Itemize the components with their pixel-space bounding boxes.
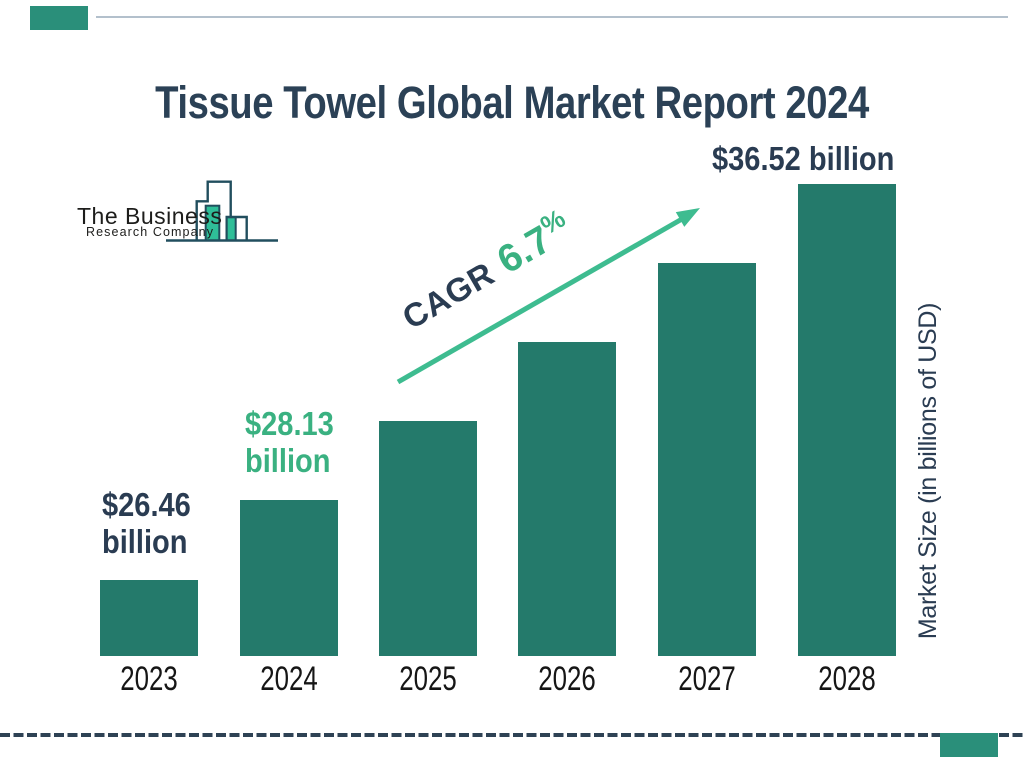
value-label-2028: $36.52 billion — [712, 140, 895, 177]
bar-2028 — [798, 184, 896, 656]
value-label-2024-amount: $28.13 — [245, 405, 334, 442]
cagr-annotation: CAGR6.7% — [392, 203, 579, 339]
bottom-dashed-rule — [0, 733, 1024, 737]
bar-2026 — [518, 342, 616, 656]
x-tick-label-2028: 2028 — [818, 660, 876, 698]
page-title: Tissue Towel Global Market Report 2024 — [155, 77, 869, 129]
bottom-right-accent-rect — [940, 733, 998, 757]
value-label-2024-unit: billion — [245, 442, 331, 479]
x-tick-label-2024: 2024 — [260, 660, 318, 698]
x-tick-label-2025: 2025 — [399, 660, 457, 698]
cagr-prefix-text: CAGR — [396, 254, 501, 337]
logo-bar-chart-icon — [166, 180, 278, 242]
bar-2023 — [100, 580, 198, 656]
value-label-2023-amount: $26.46 — [102, 486, 191, 523]
logo-text-line2: Research Company — [86, 225, 215, 239]
bar-2024 — [240, 500, 338, 656]
value-label-2023-unit: billion — [102, 523, 188, 560]
bar-2025 — [379, 421, 477, 656]
value-label-2023: $26.46 billion — [102, 486, 191, 560]
bar-2027 — [658, 263, 756, 656]
x-tick-label-2027: 2027 — [678, 660, 736, 698]
logo-text-line1: The Business — [77, 203, 223, 229]
x-tick-label-2023: 2023 — [120, 660, 178, 698]
value-label-2024: $28.13 billion — [245, 405, 334, 479]
top-left-accent-rect — [30, 6, 88, 30]
top-rule-line — [96, 16, 1008, 18]
y-axis-title: Market Size (in billions of USD) — [914, 302, 942, 640]
x-tick-label-2026: 2026 — [538, 660, 596, 698]
